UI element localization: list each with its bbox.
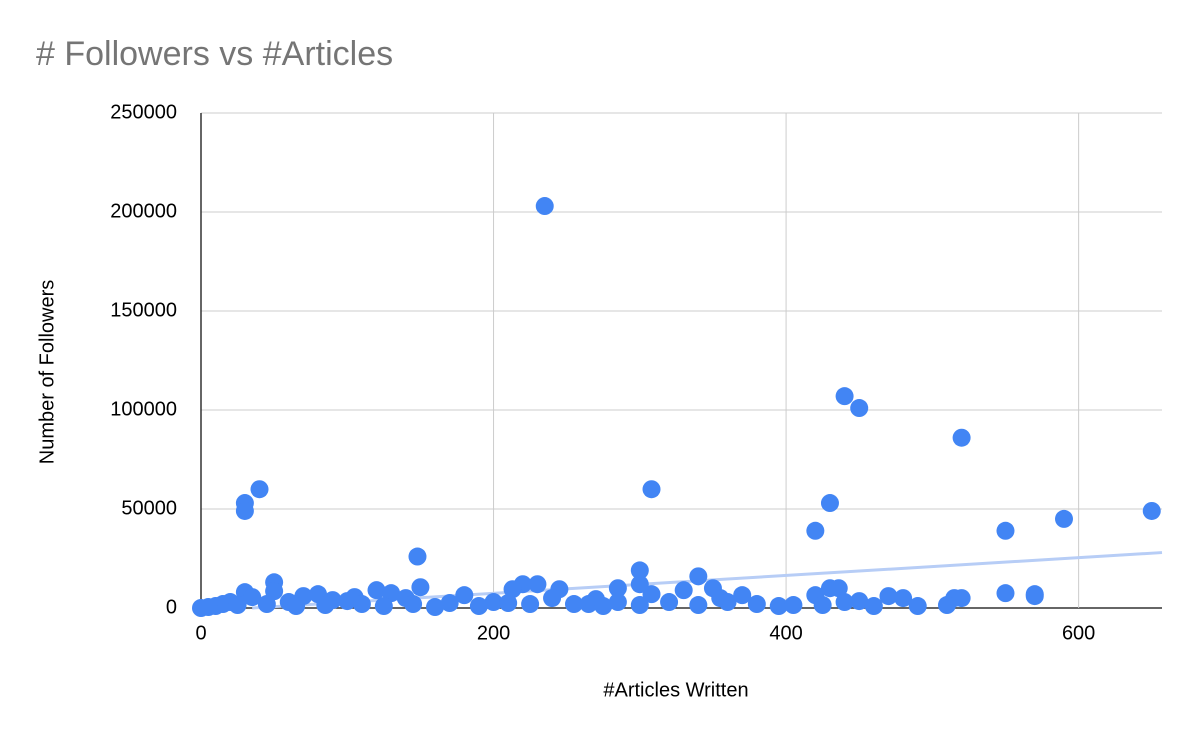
point: [228, 596, 247, 615]
x-tick-label: 600: [1062, 622, 1095, 644]
point: [952, 589, 971, 608]
point: [642, 480, 661, 499]
point: [455, 586, 474, 605]
point: [235, 501, 254, 520]
point: [747, 595, 766, 614]
point: [674, 581, 693, 600]
point: [769, 597, 788, 616]
point: [250, 480, 269, 499]
point: [996, 584, 1015, 603]
point: [784, 596, 803, 615]
point: [503, 580, 522, 599]
point: [1025, 585, 1044, 604]
point: [864, 597, 883, 616]
point: [287, 597, 306, 616]
point: [484, 593, 503, 612]
point: [352, 595, 371, 614]
point: [192, 599, 210, 617]
point: [850, 399, 869, 418]
point: [813, 596, 832, 615]
point: [338, 592, 357, 611]
point: [608, 579, 627, 598]
point: [316, 596, 335, 615]
point: [257, 595, 276, 614]
point: [426, 598, 445, 617]
point: [908, 597, 927, 616]
point: [642, 585, 661, 604]
y-tick-label: 250000: [110, 101, 177, 123]
point: [1142, 501, 1161, 520]
point: [408, 547, 427, 566]
point: [835, 387, 854, 406]
y-tick-label: 50000: [121, 497, 177, 519]
point: [689, 567, 708, 586]
point: [528, 575, 547, 594]
point: [564, 595, 583, 614]
y-tick-label: 0: [166, 596, 177, 618]
point: [367, 581, 386, 600]
x-tick-label: 200: [477, 622, 510, 644]
point: [469, 597, 488, 616]
x-axis-label: #Articles Written: [603, 679, 748, 701]
point: [535, 197, 554, 216]
point: [879, 587, 898, 606]
point: [579, 595, 598, 614]
point: [850, 592, 869, 611]
point: [1054, 509, 1073, 528]
point: [630, 596, 649, 615]
point: [996, 521, 1015, 540]
point: [608, 593, 627, 612]
point: [718, 593, 737, 612]
point: [820, 494, 839, 513]
point: [543, 589, 562, 608]
y-tick-label: 200000: [110, 200, 177, 222]
point: [630, 561, 649, 580]
point: [835, 593, 854, 612]
point: [952, 428, 971, 447]
point: [829, 579, 848, 598]
point: [937, 596, 956, 615]
point: [806, 521, 825, 540]
point: [440, 594, 459, 613]
point: [411, 578, 430, 597]
point: [894, 589, 913, 608]
point: [630, 575, 649, 594]
y-tick-label: 100000: [110, 398, 177, 420]
x-tick-label: 0: [195, 622, 206, 644]
x-tick-label: 400: [769, 622, 802, 644]
y-tick-label: 150000: [110, 299, 177, 321]
y-axis-label: Number of Followers: [36, 280, 58, 465]
point: [689, 596, 708, 615]
point: [733, 586, 752, 605]
point: [660, 593, 679, 612]
point: [404, 595, 423, 614]
point: [499, 594, 518, 613]
chart-title: # Followers vs #Articles: [36, 35, 393, 73]
point: [521, 595, 540, 614]
point: [374, 597, 393, 616]
point: [243, 588, 262, 607]
point: [594, 597, 613, 616]
